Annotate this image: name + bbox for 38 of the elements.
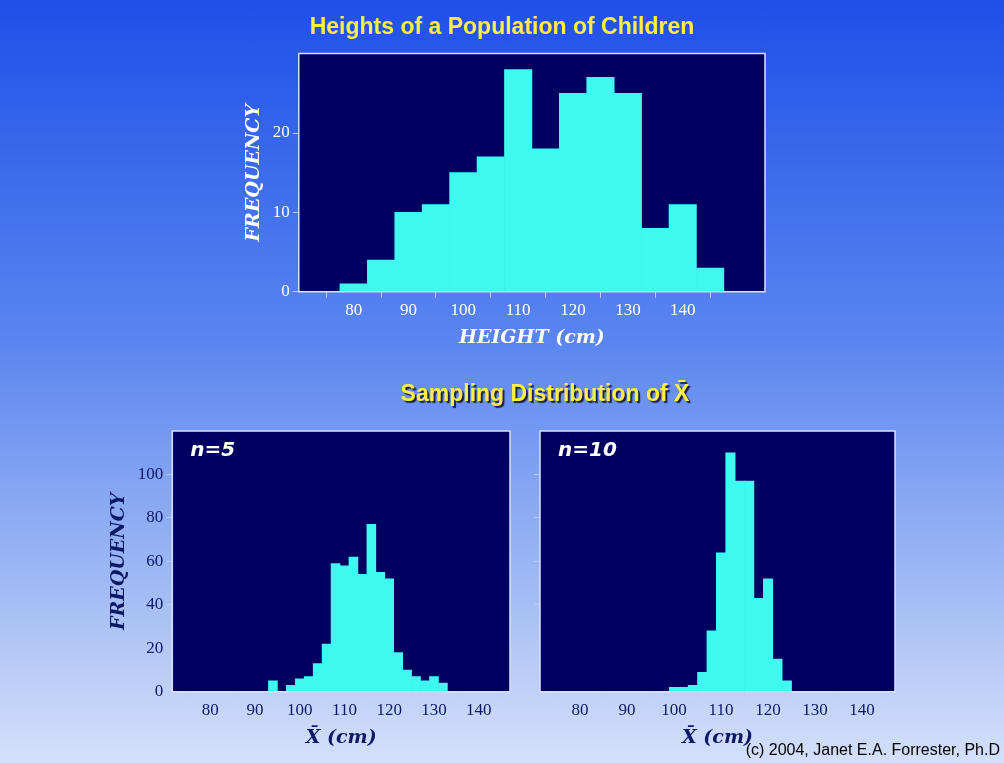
x-tick-label: 100: [287, 700, 313, 720]
x-tick-label: 90: [618, 700, 636, 720]
x-tick-label: 120: [376, 700, 402, 720]
y-tick-label: 0: [281, 281, 290, 301]
x-tick-label: 120: [560, 300, 586, 320]
x-tick-label: 130: [421, 700, 447, 720]
x-tick-label: 110: [332, 700, 357, 720]
y-tick-label: 0: [154, 681, 164, 701]
y-axis-title: FREQUENCY: [106, 490, 129, 632]
x-tick-label: 110: [708, 700, 734, 720]
y-tick-label: 80: [146, 507, 164, 527]
chart-title: Sampling Distribution of X̄: [400, 380, 690, 407]
x-tick-label: 140: [669, 300, 696, 320]
x-tick-label: 130: [802, 700, 828, 720]
annotation: n=5: [190, 437, 236, 462]
x-tick-label: 140: [465, 700, 492, 720]
x-tick-label: 80: [345, 300, 363, 320]
x-tick-label: 140: [849, 700, 875, 720]
x-tick-label: 110: [505, 300, 531, 320]
x-tick-label: 80: [571, 700, 589, 720]
x-tick-label: 100: [450, 300, 477, 320]
y-tick-label: 40: [146, 594, 164, 614]
x-tick-label: 100: [661, 700, 687, 720]
annotation: n=10: [558, 437, 617, 462]
y-tick-label: 10: [272, 201, 290, 221]
y-axis-title: FREQUENCY: [241, 101, 264, 243]
x-tick-label: 120: [755, 700, 781, 720]
chart-title: Heights of a Population of Children: [309, 13, 695, 40]
y-tick-label: 60: [146, 550, 164, 570]
y-tick-label: 20: [272, 122, 290, 142]
y-tick-label: 100: [137, 463, 164, 483]
x-axis-title: HEIGHT (cm): [457, 324, 605, 347]
x-tick-label: 90: [246, 700, 264, 720]
x-tick-label: 80: [201, 700, 219, 720]
y-tick-label: 20: [146, 637, 164, 657]
x-tick-label: 130: [615, 300, 641, 320]
x-tick-label: 90: [399, 300, 417, 320]
x-axis-title: X̄ (cm): [304, 724, 377, 747]
